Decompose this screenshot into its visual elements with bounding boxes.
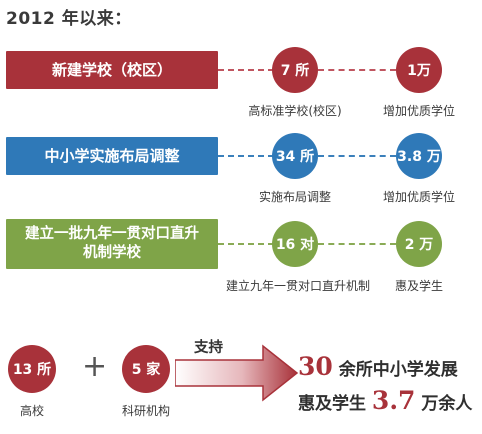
arrow-label-support: 支持 xyxy=(194,340,223,356)
caption-layout-adjustment: 实施布局调整 xyxy=(258,190,331,204)
connector-line xyxy=(318,243,396,245)
caption-nine-year-mechanism: 建立九年一贯对口直升机制 xyxy=(225,279,370,293)
caption-universities: 高校 xyxy=(19,404,44,418)
plus-icon: + xyxy=(82,349,108,384)
connector-line xyxy=(218,69,274,71)
connector-line xyxy=(318,69,396,71)
bar-new-schools: 新建学校（校区） xyxy=(6,51,218,89)
caption-research-institutes: 科研机构 xyxy=(121,404,170,418)
bar-nine-year-schools: 建立一批九年一贯对口直升 机制学校 xyxy=(6,219,218,269)
result-number-schools: 30 xyxy=(298,352,333,381)
result-line-students: 惠及学生 3.7 万余人 xyxy=(298,386,472,415)
result-text-students-prefix: 惠及学生 xyxy=(298,394,372,414)
caption-high-standard-schools: 高标准学校(校区) xyxy=(248,104,342,118)
caption-students-benefited: 惠及学生 xyxy=(394,279,443,293)
caption-seats-added: 增加优质学位 xyxy=(382,190,455,204)
circle-seats-added: 1万 xyxy=(396,47,442,93)
result-text-students-suffix: 万余人 xyxy=(415,394,473,414)
bar-label-line: 建立一批九年一贯对口直升 xyxy=(25,226,199,242)
connector-line xyxy=(218,243,274,245)
circle-pairs-count: 16 对 xyxy=(272,221,318,267)
circle-students-benefited: 2 万 xyxy=(396,221,442,267)
connector-line xyxy=(218,155,274,157)
circle-universities: 13 所 xyxy=(8,345,56,393)
page-title: 2012 年以来： xyxy=(6,9,132,29)
result-number-students: 3.7 xyxy=(371,386,416,415)
circle-seats-added: 3.8 万 xyxy=(396,133,442,179)
caption-seats-added: 增加优质学位 xyxy=(382,104,455,118)
result-line-schools: 30 余所中小学发展 xyxy=(298,352,458,381)
circle-new-schools-count: 7 所 xyxy=(272,47,318,93)
connector-line xyxy=(318,155,396,157)
arrow-right-icon xyxy=(175,344,299,402)
bar-layout-adjustment: 中小学实施布局调整 xyxy=(6,137,218,175)
circle-research-institutes: 5 家 xyxy=(122,345,170,393)
circle-layout-count: 34 所 xyxy=(272,133,318,179)
bar-label-line: 机制学校 xyxy=(83,245,141,261)
result-text-schools: 余所中小学发展 xyxy=(332,360,458,380)
